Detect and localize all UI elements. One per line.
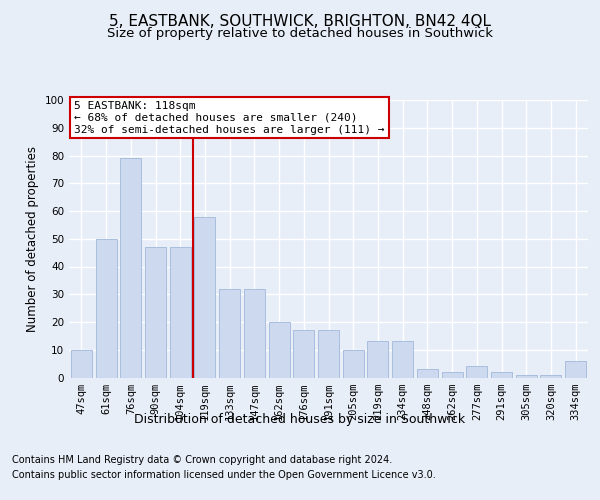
Y-axis label: Number of detached properties: Number of detached properties: [26, 146, 39, 332]
Bar: [244, 288, 265, 378]
Bar: [95, 239, 116, 378]
Bar: [219, 288, 240, 378]
Bar: [491, 372, 512, 378]
Bar: [194, 216, 215, 378]
Bar: [442, 372, 463, 378]
Bar: [293, 330, 314, 378]
Text: 5, EASTBANK, SOUTHWICK, BRIGHTON, BN42 4QL: 5, EASTBANK, SOUTHWICK, BRIGHTON, BN42 4…: [109, 14, 491, 29]
Bar: [318, 330, 339, 378]
Bar: [541, 374, 562, 378]
Bar: [417, 369, 438, 378]
Text: Size of property relative to detached houses in Southwick: Size of property relative to detached ho…: [107, 28, 493, 40]
Bar: [120, 158, 141, 378]
Text: Contains HM Land Registry data © Crown copyright and database right 2024.: Contains HM Land Registry data © Crown c…: [12, 455, 392, 465]
Bar: [71, 350, 92, 378]
Bar: [392, 342, 413, 378]
Text: Distribution of detached houses by size in Southwick: Distribution of detached houses by size …: [134, 412, 466, 426]
Bar: [466, 366, 487, 378]
Bar: [367, 342, 388, 378]
Bar: [565, 361, 586, 378]
Text: Contains public sector information licensed under the Open Government Licence v3: Contains public sector information licen…: [12, 470, 436, 480]
Bar: [269, 322, 290, 378]
Bar: [516, 374, 537, 378]
Bar: [170, 247, 191, 378]
Text: 5 EASTBANK: 118sqm
← 68% of detached houses are smaller (240)
32% of semi-detach: 5 EASTBANK: 118sqm ← 68% of detached hou…: [74, 102, 385, 134]
Bar: [343, 350, 364, 378]
Bar: [145, 247, 166, 378]
